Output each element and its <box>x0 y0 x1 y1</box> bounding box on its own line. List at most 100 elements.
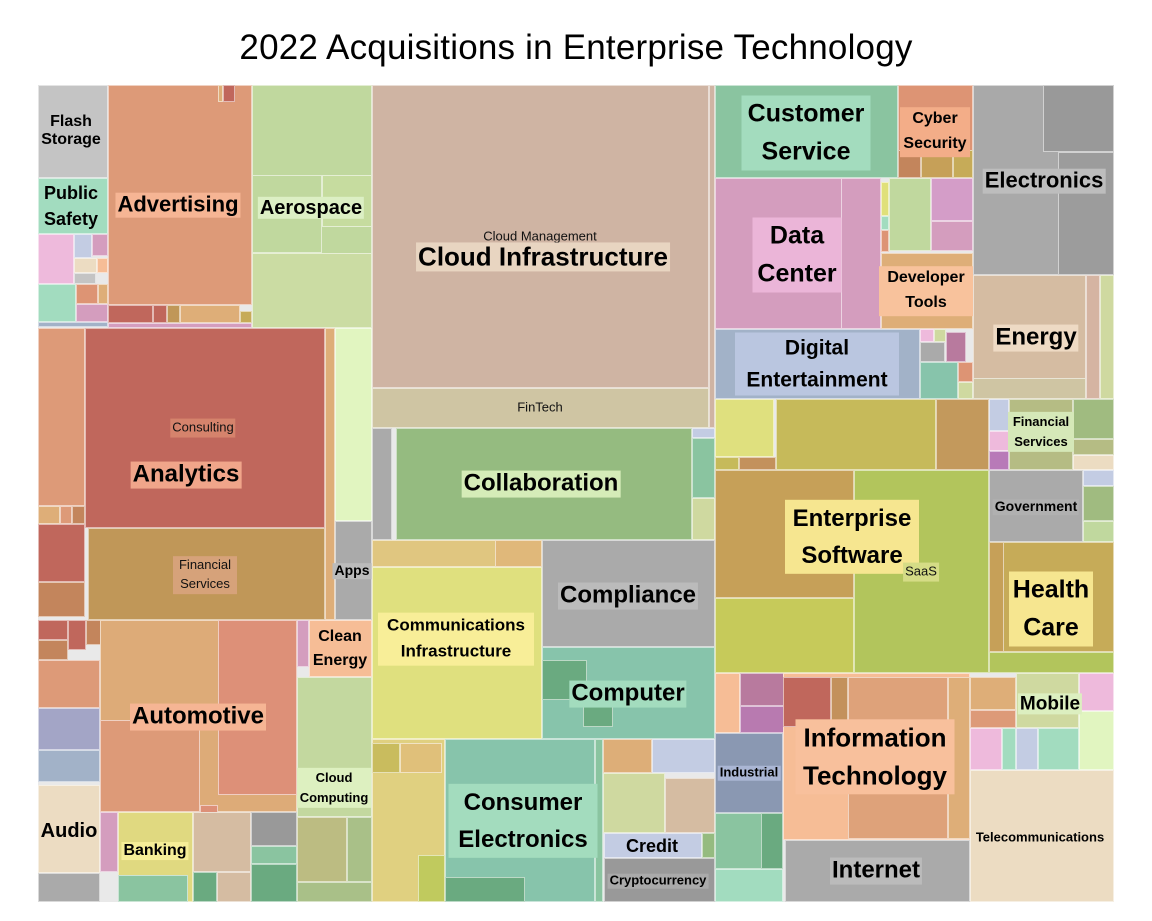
tile-misc <box>692 498 715 540</box>
tile-telecommunications[interactable] <box>970 770 1114 902</box>
label-data-center: Data Center <box>752 217 842 293</box>
tile-misc <box>715 598 854 673</box>
label-communications-infrastructure: Communications Infrastructure <box>378 612 534 666</box>
tile-misc <box>1038 728 1079 770</box>
tile-misc <box>217 872 251 902</box>
tile-misc <box>881 182 889 216</box>
tile-misc <box>38 708 100 750</box>
label-cryptocurrency: Cryptocurrency <box>607 872 709 889</box>
tile-misc <box>347 817 372 882</box>
tile-misc <box>1016 728 1038 770</box>
tile-fintech[interactable] <box>372 388 709 428</box>
tile-misc <box>251 812 297 846</box>
tile-clean-energy[interactable] <box>309 620 372 677</box>
tile-misc <box>889 178 931 251</box>
tile-misc <box>251 846 297 864</box>
tile-misc <box>251 864 297 902</box>
tile-misc <box>297 620 309 667</box>
tile-misc <box>841 178 881 329</box>
tile-misc <box>970 677 1016 710</box>
tile-misc <box>989 431 1009 451</box>
tile-misc <box>783 677 831 727</box>
tile-misc <box>603 773 665 833</box>
tile-misc <box>38 322 108 327</box>
label-audio: Audio <box>40 819 98 842</box>
tile-misc <box>400 743 442 773</box>
tile-misc <box>934 329 946 342</box>
tile-misc <box>1083 470 1114 486</box>
tile-misc <box>38 506 60 524</box>
label-analytics: Analytics <box>130 460 242 489</box>
tile-misc <box>936 399 989 470</box>
tile-misc <box>740 673 784 706</box>
tile-misc <box>240 311 252 323</box>
label-analytics-financial-services: Financial Services <box>173 556 237 594</box>
tile-misc <box>335 328 372 521</box>
tile-misc <box>989 451 1009 470</box>
label-advertising: Advertising <box>115 191 241 218</box>
tile-misc <box>495 540 542 567</box>
label-financial-services: Financial Services <box>1008 411 1074 453</box>
tile-misc <box>218 85 223 102</box>
tile-misc <box>920 342 945 362</box>
label-developer-tools: Developer Tools <box>879 266 973 316</box>
treemap <box>38 85 1114 902</box>
label-information-technology: Information Technology <box>795 719 955 795</box>
tile-misc <box>989 542 1004 652</box>
tile-misc <box>38 234 74 284</box>
tile-misc <box>72 506 85 524</box>
tile-misc <box>325 328 335 620</box>
tile-misc <box>74 273 96 284</box>
label-mobile: Mobile <box>1017 693 1083 715</box>
tile-misc <box>692 438 715 498</box>
label-telecommunications: Telecommunications <box>975 829 1105 845</box>
tile-misc <box>74 258 97 273</box>
tile-misc <box>1002 728 1016 770</box>
tile-misc <box>920 362 958 399</box>
tile-misc <box>1079 711 1114 770</box>
tile-misc <box>1100 275 1114 399</box>
tile-misc <box>946 332 966 362</box>
tile-misc <box>38 660 100 708</box>
label-flash-storage: Flash Storage <box>41 113 101 148</box>
tile-misc <box>76 304 108 322</box>
chart-title: 2022 Acquisitions in Enterprise Technolo… <box>239 28 913 67</box>
tile-misc <box>223 85 235 102</box>
tile-misc <box>1086 275 1100 399</box>
tile-misc <box>881 216 889 230</box>
label-government: Government <box>992 498 1080 515</box>
tile-misc <box>108 305 153 323</box>
tile-misc <box>100 720 200 812</box>
label-digital-entertainment: Digital Entertainment <box>735 332 899 396</box>
tile-misc <box>1083 486 1114 521</box>
label-cloud-infrastructure: Cloud Infrastructure <box>416 241 670 272</box>
tile-misc <box>970 728 1002 770</box>
tile-misc <box>989 399 1009 431</box>
tile-misc <box>60 506 72 524</box>
label-aerospace: Aerospace <box>257 196 365 220</box>
label-computer: Computer <box>569 679 687 708</box>
tile-cloud-infrastructure[interactable] <box>372 85 709 388</box>
tile-misc <box>297 882 372 902</box>
tile-misc <box>739 457 776 470</box>
tile-flash-storage[interactable] <box>38 85 108 178</box>
tile-misc <box>1073 439 1114 455</box>
label-credit: Credit <box>625 835 679 856</box>
tile-audio[interactable] <box>38 785 100 873</box>
label-consulting: Consulting <box>170 418 236 438</box>
tile-misc <box>167 305 180 323</box>
tile-misc <box>180 305 240 323</box>
tile-credit[interactable] <box>604 833 702 858</box>
tile-misc <box>603 739 652 773</box>
label-electronics: Electronics <box>982 167 1106 194</box>
tile-misc <box>973 378 1086 399</box>
tile-misc <box>1079 673 1114 711</box>
tile-misc <box>418 855 445 902</box>
label-energy: Energy <box>993 323 1079 352</box>
tile-misc <box>931 221 973 251</box>
label-compliance: Compliance <box>557 581 699 610</box>
label-public-safety: Public Safety <box>39 179 103 233</box>
label-cyber-security: Cyber Security <box>900 107 970 157</box>
tile-misc <box>715 457 739 470</box>
tile-misc <box>445 877 525 902</box>
